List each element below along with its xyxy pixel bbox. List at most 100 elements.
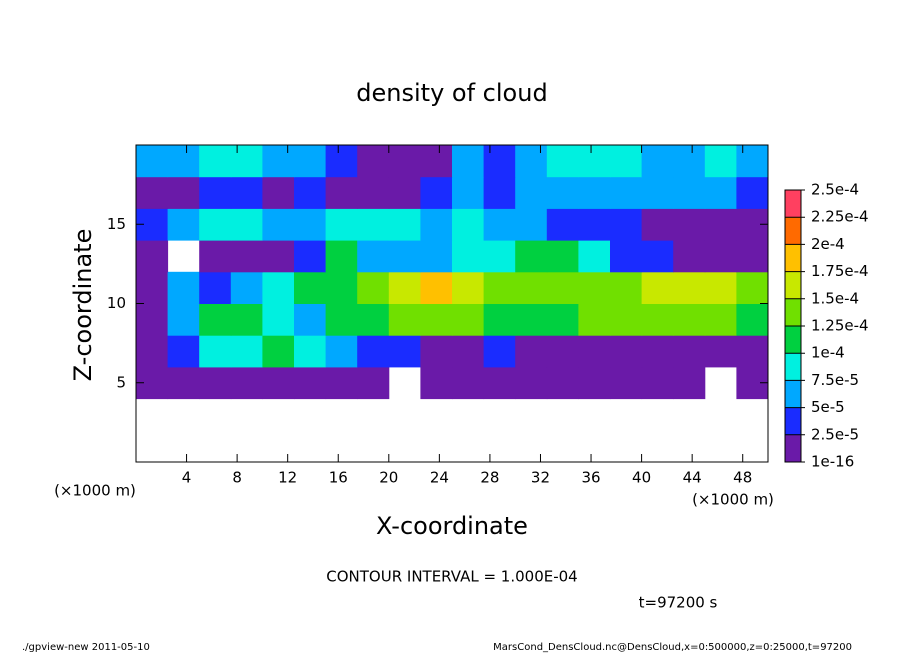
cell: [515, 335, 548, 368]
cell: [136, 176, 169, 209]
cell: [262, 303, 295, 336]
cell: [452, 335, 485, 368]
cell: [736, 145, 769, 178]
colorbar-swatch: [785, 271, 801, 299]
contour-note: CONTOUR INTERVAL = 1.000E-04: [326, 568, 577, 586]
cell: [452, 366, 485, 400]
cell: [199, 335, 232, 368]
cell: [230, 303, 263, 336]
cell: [388, 240, 421, 273]
cell: [704, 303, 737, 336]
cell: [388, 208, 421, 241]
cell: [578, 366, 611, 400]
colorbar-label: 2e-4: [811, 235, 845, 253]
cell: [262, 208, 295, 241]
cell: [704, 335, 737, 368]
colorbar-swatch: [785, 326, 801, 354]
cell: [325, 303, 358, 336]
cell: [325, 240, 358, 273]
cell: [230, 208, 263, 241]
cell: [578, 271, 611, 304]
cell: [515, 303, 548, 336]
cell: [673, 145, 706, 178]
cell: [167, 208, 200, 241]
cell: [546, 303, 579, 336]
cell: [546, 208, 579, 241]
cell: [515, 366, 548, 400]
cell: [388, 271, 421, 304]
cell: [578, 208, 611, 241]
cell: [357, 366, 390, 400]
y-axis-label: Z-coordinate: [69, 229, 97, 382]
cell: [610, 366, 643, 400]
cell: [515, 240, 548, 273]
cell: [325, 335, 358, 368]
cell: [641, 366, 674, 400]
cell: [673, 176, 706, 209]
cell: [515, 271, 548, 304]
cell: [515, 208, 548, 241]
cell: [578, 145, 611, 178]
cell: [230, 366, 263, 400]
cell: [357, 176, 390, 209]
cell: [704, 271, 737, 304]
colorbar-label: 2.5e-4: [811, 181, 859, 199]
cell: [230, 335, 263, 368]
cell: [199, 145, 232, 178]
cell: [546, 366, 579, 400]
cell: [357, 335, 390, 368]
cell: [673, 208, 706, 241]
cell: [483, 303, 516, 336]
cell: [262, 271, 295, 304]
colorbar-label: 1e-4: [811, 344, 845, 362]
cell: [294, 176, 327, 209]
cell: [610, 335, 643, 368]
cell: [420, 335, 453, 368]
cell: [578, 335, 611, 368]
cell: [230, 271, 263, 304]
y-tick-label: 15: [107, 215, 126, 233]
colorbar-label: 2.25e-4: [811, 208, 869, 226]
x-tick-label: 16: [329, 469, 348, 487]
cell: [483, 176, 516, 209]
cell: [230, 176, 263, 209]
cell: [610, 240, 643, 273]
x-tick-label: 44: [683, 469, 702, 487]
cell: [641, 208, 674, 241]
cell: [420, 208, 453, 241]
footer-right: MarsCond_DensCloud.nc@DensCloud,x=0:5000…: [493, 642, 852, 653]
cell: [704, 240, 737, 273]
colorbar-label: 1e-16: [811, 453, 854, 471]
cell: [420, 240, 453, 273]
cell: [294, 208, 327, 241]
cell: [357, 208, 390, 241]
cell: [736, 176, 769, 209]
colorbar-swatch: [785, 407, 801, 435]
cell: [294, 303, 327, 336]
cell: [388, 176, 421, 209]
cell: [388, 145, 421, 178]
x-tick-label: 28: [480, 469, 499, 487]
cell: [420, 271, 453, 304]
cell: [546, 176, 579, 209]
cell: [515, 176, 548, 209]
cell: [610, 271, 643, 304]
cell: [483, 145, 516, 178]
cell: [452, 208, 485, 241]
x-tick-label: 32: [531, 469, 550, 487]
colorbar-label: 1.75e-4: [811, 262, 869, 280]
cell: [736, 271, 769, 304]
cell: [262, 240, 295, 273]
colorbar-swatch: [785, 353, 801, 381]
x-tick-label: 4: [182, 469, 192, 487]
cell: [704, 145, 737, 178]
x-unit: (×1000 m): [692, 491, 774, 509]
cell: [452, 176, 485, 209]
cell: [420, 303, 453, 336]
cell: [262, 335, 295, 368]
x-tick-label: 48: [733, 469, 752, 487]
field: [136, 145, 769, 400]
cell: [483, 271, 516, 304]
cell: [325, 366, 358, 400]
cell: [736, 240, 769, 273]
